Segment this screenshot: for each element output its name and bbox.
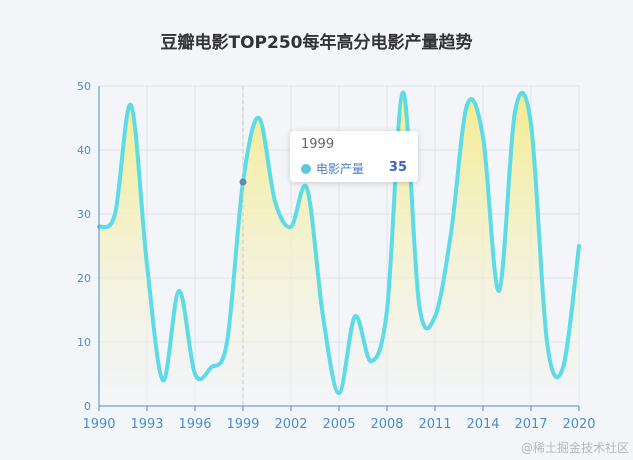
y-tick-label: 20: [77, 272, 91, 285]
axis-layer: 0 10 20 30 40 50 1990 1993 1996 1999 2002 2005 2008 2…: [77, 80, 596, 432]
watermark: @稀土掘金技术社区: [520, 441, 629, 455]
series-line[interactable]: [97, 90, 581, 396]
x-tick-label: 2011: [418, 417, 451, 432]
tooltip-series-dot: [301, 164, 311, 174]
x-tick-label: 1999: [226, 417, 259, 432]
y-tick-label: 50: [77, 80, 91, 93]
x-tick-label: 2002: [274, 417, 307, 432]
tooltip-value: 35: [388, 160, 407, 175]
y-tick-label: 40: [77, 144, 91, 157]
hover-point[interactable]: [239, 178, 247, 186]
x-tick-label: 2017: [514, 417, 547, 432]
tooltip-year: 1999: [301, 137, 335, 152]
x-tick-label: 1993: [130, 417, 163, 432]
tooltip-series-name: 电影产量: [316, 162, 365, 176]
x-tick-label: 1996: [178, 417, 211, 432]
y-tick-label: 10: [77, 336, 91, 349]
x-tick-label: 1990: [82, 417, 115, 432]
chart-title: 豆瓣电影TOP250每年高分电影产量趋势: [160, 33, 473, 53]
x-tick-label: 2020: [562, 417, 595, 432]
x-tick-label: 2008: [370, 417, 403, 432]
y-tick-label: 0: [84, 400, 91, 413]
x-tick-label: 2014: [466, 417, 499, 432]
tooltip: 1999 电影产量 35: [290, 131, 418, 182]
y-tick-label: 30: [77, 208, 91, 221]
x-tick-label: 2005: [322, 417, 355, 432]
